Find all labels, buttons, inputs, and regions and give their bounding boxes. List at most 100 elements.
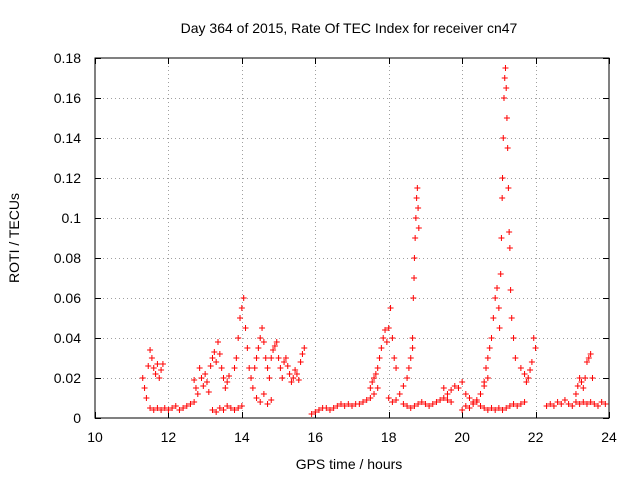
data-point (510, 401, 517, 407)
data-point (525, 375, 532, 381)
data-point (400, 401, 407, 407)
data-point (200, 383, 207, 389)
data-point (448, 399, 455, 405)
data-point (405, 365, 412, 371)
data-point (218, 365, 225, 371)
axis-ticks: 10 12 14 16 18 20 22 24 0 0.02 0.04 0.06 0.08 0.1 0.12… (54, 50, 617, 445)
data-point (237, 315, 244, 321)
data-point (249, 385, 256, 391)
data-point (216, 405, 223, 411)
data-point (410, 295, 417, 301)
data-point (356, 401, 363, 407)
data-point (492, 407, 499, 413)
data-point (145, 363, 152, 369)
data-point (547, 401, 554, 407)
data-point (268, 397, 275, 403)
data-point (308, 411, 315, 417)
data-point (508, 315, 515, 321)
data-point (500, 95, 507, 101)
data-point (147, 347, 154, 353)
data-point (154, 405, 161, 411)
data-point (495, 405, 502, 411)
data-point (385, 395, 392, 401)
data-point (499, 175, 506, 181)
data-point (583, 401, 590, 407)
data-point (227, 405, 234, 411)
data-point (281, 359, 288, 365)
data-point (510, 335, 517, 341)
y-tick-label: 0.06 (54, 290, 81, 306)
data-point (503, 85, 510, 91)
x-tick-label: 22 (528, 429, 544, 445)
data-point (268, 355, 275, 361)
data-point (360, 399, 367, 405)
data-point (415, 225, 422, 231)
data-point (561, 397, 568, 403)
data-point (282, 355, 289, 361)
data-point (260, 339, 267, 345)
data-point (183, 403, 190, 409)
data-point (412, 235, 419, 241)
data-point (213, 409, 220, 415)
data-point (451, 383, 458, 389)
data-point (492, 295, 499, 301)
data-point (393, 365, 400, 371)
data-point (506, 403, 513, 409)
data-point (191, 377, 198, 383)
data-point (565, 401, 572, 407)
data-point (481, 379, 488, 385)
data-point (255, 345, 262, 351)
data-point (209, 355, 216, 361)
data-point (582, 375, 589, 381)
data-point (530, 335, 537, 341)
y-tick-label: 0.12 (54, 170, 81, 186)
data-point (444, 397, 451, 403)
data-point (277, 365, 284, 371)
data-point (301, 345, 308, 351)
data-point (299, 351, 306, 357)
data-point (235, 335, 242, 341)
data-point (371, 391, 378, 397)
data-point (312, 409, 319, 415)
plot-frame (94, 57, 610, 419)
data-point (572, 399, 579, 405)
data-point (404, 375, 411, 381)
data-point (266, 375, 273, 381)
data-point (158, 407, 165, 413)
data-point (499, 195, 506, 201)
data-point (477, 403, 484, 409)
data-point (415, 205, 422, 211)
grid-lines (95, 58, 609, 418)
data-point (159, 361, 166, 367)
data-point (501, 75, 508, 81)
y-tick-label: 0.04 (54, 330, 81, 346)
data-point (484, 407, 491, 413)
data-point (191, 399, 198, 405)
data-point (523, 379, 530, 385)
data-point (391, 355, 398, 361)
data-point (264, 365, 271, 371)
data-point (426, 403, 433, 409)
data-point (141, 385, 148, 391)
data-point (521, 399, 528, 405)
x-tick-label: 18 (381, 429, 397, 445)
data-point (512, 355, 519, 361)
data-point (378, 345, 385, 351)
data-point (574, 383, 581, 389)
data-point (598, 399, 605, 405)
data-point (382, 327, 389, 333)
data-point (473, 399, 480, 405)
data-point (222, 385, 229, 391)
data-point (488, 335, 495, 341)
data-point (488, 405, 495, 411)
data-point (270, 347, 277, 353)
data-point (532, 345, 539, 351)
data-point (517, 401, 524, 407)
data-point (292, 367, 299, 373)
data-point (297, 359, 304, 365)
data-point (233, 355, 240, 361)
data-point (498, 235, 505, 241)
data-point (213, 359, 220, 365)
data-point (396, 391, 403, 397)
data-point (587, 399, 594, 405)
